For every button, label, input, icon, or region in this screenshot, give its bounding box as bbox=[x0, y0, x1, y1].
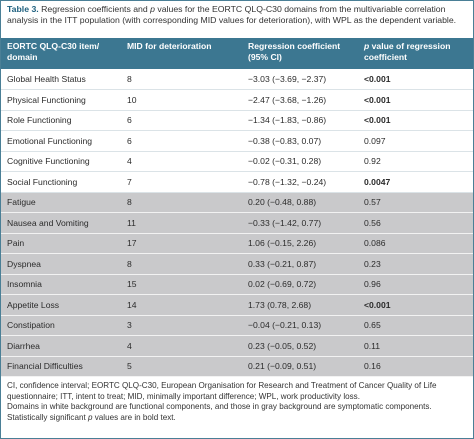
table-row: Fatigue 8 0.20 (−0.48, 0.88) 0.57 bbox=[1, 192, 473, 213]
cell-coefficient: −0.33 (−1.42, 0.77) bbox=[242, 212, 358, 234]
table-row: Financial Difficulties 5 0.21 (−0.09, 0.51… bbox=[1, 356, 473, 377]
header-p-value: p value of regression coefficient bbox=[358, 38, 473, 69]
cell-coefficient: −2.47 (−3.68, −1.26) bbox=[242, 89, 358, 111]
header-row: EORTC QLQ-C30 item/ domain MID for deter… bbox=[1, 38, 473, 69]
footnote-abbreviations: CI, confidence interval; EORTC QLQ-C30, … bbox=[7, 381, 437, 401]
cell-item: Role Functioning bbox=[1, 110, 121, 131]
header-mid: MID for deterioration bbox=[121, 38, 242, 69]
footnote-bold: Statistically significant p values are i… bbox=[7, 413, 467, 424]
cell-p-value: 0.16 bbox=[358, 356, 473, 377]
cell-mid: 5 bbox=[121, 356, 242, 377]
cell-p-value: 0.96 bbox=[358, 274, 473, 295]
footnote-bold-a: Statistically significant bbox=[7, 412, 88, 422]
footnote-background: Domains in white background are function… bbox=[7, 402, 432, 411]
cell-coefficient: 0.20 (−0.48, 0.88) bbox=[242, 192, 358, 213]
cell-item: Pain bbox=[1, 233, 121, 254]
table-row: Pain 17 1.06 (−0.15, 2.26) 0.086 bbox=[1, 233, 473, 254]
cell-p-value: 0.11 bbox=[358, 335, 473, 357]
footnote-bold-p: p bbox=[87, 412, 93, 422]
cell-coefficient: 0.21 (−0.09, 0.51) bbox=[242, 356, 358, 377]
cell-item: Nausea and Vomiting bbox=[1, 212, 121, 234]
cell-p-value: 0.086 bbox=[358, 233, 473, 254]
caption-italic-p: p bbox=[150, 4, 155, 14]
cell-p-value: <0.001 bbox=[358, 69, 473, 90]
cell-mid: 8 bbox=[121, 192, 242, 213]
table-row: Physical Functioning 10 −2.47 (−3.68, −1.2… bbox=[1, 89, 473, 111]
cell-p-value: 0.0047 bbox=[358, 171, 473, 193]
table-caption: Table 3. Regression coefficients and p v… bbox=[1, 1, 473, 38]
cell-mid: 6 bbox=[121, 130, 242, 152]
table-row: Role Functioning 6 −1.34 (−1.83, −0.86) <0.… bbox=[1, 110, 473, 131]
cell-item: Insomnia bbox=[1, 274, 121, 295]
cell-coefficient: −0.78 (−1.32, −0.24) bbox=[242, 171, 358, 193]
header-p-rest: value of regression coefficient bbox=[364, 41, 451, 62]
cell-p-value: 0.92 bbox=[358, 151, 473, 172]
cell-coefficient: −1.34 (−1.83, −0.86) bbox=[242, 110, 358, 131]
header-coefficient: Regression coefficient (95% CI) bbox=[242, 38, 358, 69]
cell-item: Global Health Status bbox=[1, 69, 121, 90]
cell-p-value: 0.65 bbox=[358, 315, 473, 336]
results-table: EORTC QLQ-C30 item/ domain MID for deter… bbox=[1, 38, 473, 377]
footnote-bold-b: values are in bold text. bbox=[92, 412, 176, 422]
cell-mid: 7 bbox=[121, 171, 242, 193]
cell-item: Constipation bbox=[1, 315, 121, 336]
cell-item: Emotional Functioning bbox=[1, 130, 121, 152]
caption-text-b: values for the EORTC QLQ-C30 domains fro… bbox=[7, 4, 457, 25]
table-row: Dyspnea 8 0.33 (−0.21, 0.87) 0.23 bbox=[1, 253, 473, 275]
table-row: Nausea and Vomiting 11 −0.33 (−1.42, 0.77)… bbox=[1, 212, 473, 234]
table-row: Constipation 3 −0.04 (−0.21, 0.13) 0.65 bbox=[1, 315, 473, 336]
cell-p-value: 0.57 bbox=[358, 192, 473, 213]
cell-p-value: 0.23 bbox=[358, 253, 473, 275]
table-row: Emotional Functioning 6 −0.38 (−0.83, 0.07… bbox=[1, 130, 473, 152]
cell-coefficient: 0.33 (−0.21, 0.87) bbox=[242, 253, 358, 275]
cell-mid: 8 bbox=[121, 253, 242, 275]
cell-mid: 14 bbox=[121, 294, 242, 316]
footnotes: CI, confidence interval; EORTC QLQ-C30, … bbox=[1, 377, 473, 423]
cell-p-value: 0.56 bbox=[358, 212, 473, 234]
cell-item: Appetite Loss bbox=[1, 294, 121, 316]
cell-mid: 6 bbox=[121, 110, 242, 131]
cell-coefficient: 0.23 (−0.05, 0.52) bbox=[242, 335, 358, 357]
cell-coefficient: 1.06 (−0.15, 2.26) bbox=[242, 233, 358, 254]
table-row: Insomnia 15 0.02 (−0.69, 0.72) 0.96 bbox=[1, 274, 473, 295]
cell-mid: 11 bbox=[121, 212, 242, 234]
cell-coefficient: −0.02 (−0.31, 0.28) bbox=[242, 151, 358, 172]
cell-item: Dyspnea bbox=[1, 253, 121, 275]
cell-p-value: <0.001 bbox=[358, 89, 473, 111]
cell-coefficient: −0.04 (−0.21, 0.13) bbox=[242, 315, 358, 336]
cell-item: Financial Difficulties bbox=[1, 356, 121, 377]
cell-p-value: <0.001 bbox=[358, 110, 473, 131]
table-row: Global Health Status 8 −3.03 (−3.69, −2.37… bbox=[1, 69, 473, 90]
header-item: EORTC QLQ-C30 item/ domain bbox=[1, 38, 121, 69]
cell-p-value: <0.001 bbox=[358, 294, 473, 316]
cell-p-value: 0.097 bbox=[358, 130, 473, 152]
cell-item: Cognitive Functioning bbox=[1, 151, 121, 172]
cell-coefficient: 1.73 (0.78, 2.68) bbox=[242, 294, 358, 316]
cell-item: Physical Functioning bbox=[1, 89, 121, 111]
table-body: Global Health Status 8 −3.03 (−3.69, −2.37… bbox=[1, 69, 473, 377]
cell-item: Fatigue bbox=[1, 192, 121, 213]
cell-mid: 8 bbox=[121, 69, 242, 90]
caption-label: Table 3. bbox=[7, 4, 39, 14]
cell-coefficient: 0.02 (−0.69, 0.72) bbox=[242, 274, 358, 295]
cell-item: Social Functioning bbox=[1, 171, 121, 193]
cell-coefficient: −0.38 (−0.83, 0.07) bbox=[242, 130, 358, 152]
cell-mid: 17 bbox=[121, 233, 242, 254]
table-row: Social Functioning 7 −0.78 (−1.32, −0.24) 0… bbox=[1, 171, 473, 193]
cell-mid: 4 bbox=[121, 335, 242, 357]
table-row: Appetite Loss 14 1.73 (0.78, 2.68) <0.001 bbox=[1, 294, 473, 316]
cell-mid: 3 bbox=[121, 315, 242, 336]
cell-mid: 10 bbox=[121, 89, 242, 111]
cell-mid: 15 bbox=[121, 274, 242, 295]
table-row: Cognitive Functioning 4 −0.02 (−0.31, 0.28… bbox=[1, 151, 473, 172]
header-p-italic: p bbox=[364, 41, 370, 51]
cell-coefficient: −3.03 (−3.69, −2.37) bbox=[242, 69, 358, 90]
caption-text-a: Regression coefficients and bbox=[38, 4, 151, 14]
cell-mid: 4 bbox=[121, 151, 242, 172]
table-row: Diarrhea 4 0.23 (−0.05, 0.52) 0.11 bbox=[1, 335, 473, 357]
cell-item: Diarrhea bbox=[1, 335, 121, 357]
